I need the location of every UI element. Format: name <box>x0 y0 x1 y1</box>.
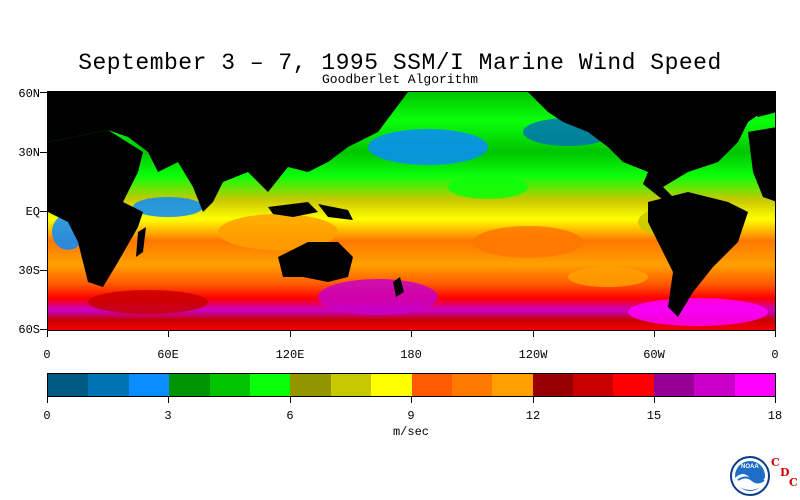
colorbar-swatch-9 <box>411 374 452 396</box>
wind-speed-map <box>47 91 776 331</box>
lat-tick <box>40 152 47 153</box>
lat-label-60n: 60N <box>18 87 40 101</box>
lon-label-180: 180 <box>400 348 422 362</box>
new-zealand-land <box>393 277 404 297</box>
colorbar-label-3: 3 <box>164 409 172 423</box>
africa-land <box>48 130 143 287</box>
lon-tick <box>533 331 534 337</box>
colorbar-swatch-12 <box>532 374 574 396</box>
cdc-letter: D <box>780 466 790 479</box>
noaa-emblem-icon <box>730 456 770 496</box>
lon-tick <box>290 331 291 337</box>
colorbar-swatch-6 <box>290 374 331 396</box>
colorbar-swatch-13 <box>573 374 614 396</box>
colorbar-label-6: 6 <box>286 409 294 423</box>
colorbar-swatch-1 <box>88 374 129 396</box>
lon-tick <box>168 331 169 337</box>
wind-speed-field <box>48 92 775 330</box>
colorbar-swatch-17 <box>734 374 776 396</box>
colorbar-swatch-11 <box>492 374 533 396</box>
lon-tick <box>775 331 776 337</box>
lon-label-120w: 120W <box>518 348 548 362</box>
eurasia-land <box>48 92 408 202</box>
colorbar-swatch-3 <box>169 374 210 396</box>
colorbar-tick <box>654 397 655 403</box>
colorbar-tick <box>168 397 169 403</box>
colorbar <box>47 373 776 397</box>
india-land <box>178 162 223 212</box>
map-title: September 3 – 7, 1995 SSM/I Marine Wind … <box>78 50 722 76</box>
australia-land <box>278 242 353 282</box>
lon-tick <box>654 331 655 337</box>
colorbar-swatch-8 <box>371 374 412 396</box>
colorbar-swatch-16 <box>694 374 735 396</box>
colorbar-label-18: 18 <box>767 409 783 423</box>
colorbar-tick <box>775 397 776 403</box>
colorbar-swatch-14 <box>613 374 654 396</box>
colorbar-swatch-7 <box>330 374 372 396</box>
lon-label-60e: 60E <box>157 348 179 362</box>
lat-label-60s: 60S <box>18 323 40 337</box>
lon-label-60w: 60W <box>643 348 665 362</box>
lon-tick <box>411 331 412 337</box>
colorbar-tick <box>290 397 291 403</box>
madagascar-land <box>136 227 146 257</box>
lat-tick <box>40 92 47 93</box>
lon-label-0-end: 0 <box>771 348 779 362</box>
south-america-land <box>648 192 748 317</box>
north-america-land <box>528 92 775 187</box>
colorbar-swatch-5 <box>249 374 291 396</box>
lon-label-0: 0 <box>43 348 51 362</box>
lat-label-30s: 30S <box>18 264 40 278</box>
land-masses <box>48 92 775 317</box>
cdc-letter: C <box>771 456 780 469</box>
colorbar-swatch-0 <box>48 374 89 396</box>
cdc-letter: C <box>789 476 798 489</box>
lat-label-eq: EQ <box>25 205 40 219</box>
indonesia-land <box>268 202 318 217</box>
colorbar-swatch-2 <box>128 374 170 396</box>
lat-tick <box>40 270 47 271</box>
lon-tick <box>47 331 48 337</box>
colorbar-swatch-4 <box>209 374 250 396</box>
noaa-logo-text: NOAA <box>741 464 759 470</box>
colorbar-units: m/sec <box>392 425 429 439</box>
colorbar-tick <box>411 397 412 403</box>
colorbar-label-12: 12 <box>525 409 541 423</box>
colorbar-swatch-15 <box>653 374 695 396</box>
colorbar-label-9: 9 <box>407 409 415 423</box>
noaa-logo: NOAA <box>728 456 772 500</box>
lat-tick <box>40 211 47 212</box>
colorbar-label-15: 15 <box>646 409 662 423</box>
colorbar-swatch-10 <box>451 374 493 396</box>
colorbar-tick <box>47 397 48 403</box>
lon-label-120e: 120E <box>275 348 305 362</box>
colorbar-tick <box>533 397 534 403</box>
colorbar-label-0: 0 <box>43 409 51 423</box>
lat-label-30n: 30N <box>18 146 40 160</box>
lat-tick <box>40 329 47 330</box>
map-subtitle: Goodberlet Algorithm <box>321 72 479 87</box>
greenland-land <box>738 92 775 117</box>
